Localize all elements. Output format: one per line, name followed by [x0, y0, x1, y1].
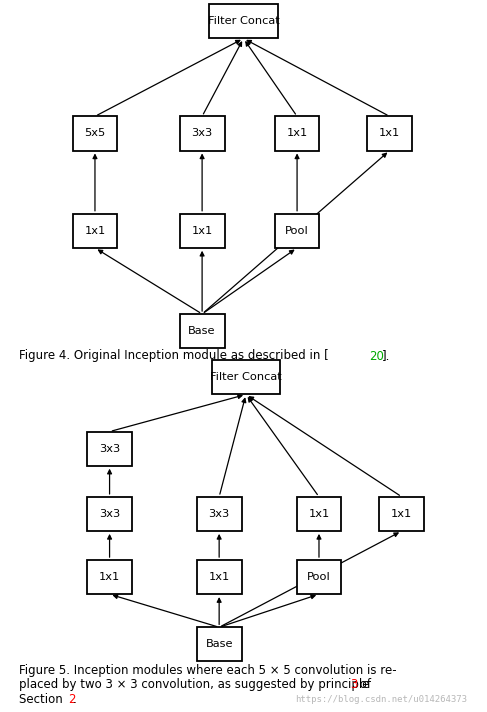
FancyBboxPatch shape	[73, 214, 117, 248]
FancyBboxPatch shape	[275, 214, 319, 248]
Text: 1x1: 1x1	[191, 226, 213, 236]
FancyBboxPatch shape	[87, 560, 132, 595]
FancyBboxPatch shape	[297, 497, 341, 531]
FancyBboxPatch shape	[87, 431, 132, 466]
FancyBboxPatch shape	[297, 560, 341, 595]
FancyBboxPatch shape	[197, 560, 242, 595]
Text: 1x1: 1x1	[391, 509, 412, 519]
Text: Base: Base	[188, 326, 216, 336]
FancyBboxPatch shape	[87, 497, 132, 531]
FancyBboxPatch shape	[379, 497, 424, 531]
Text: of: of	[356, 679, 371, 691]
FancyBboxPatch shape	[197, 627, 242, 661]
Text: ].: ].	[382, 350, 391, 362]
Text: 2: 2	[68, 693, 75, 706]
Text: 1x1: 1x1	[379, 128, 400, 138]
FancyBboxPatch shape	[367, 116, 412, 150]
Text: Section: Section	[19, 693, 67, 706]
FancyBboxPatch shape	[73, 116, 117, 150]
FancyBboxPatch shape	[180, 314, 225, 348]
Text: Pool: Pool	[285, 226, 309, 236]
Text: 3: 3	[350, 679, 357, 691]
Text: Figure 4. Original Inception module as described in [: Figure 4. Original Inception module as d…	[19, 350, 329, 362]
Text: Filter Concat: Filter Concat	[207, 16, 280, 26]
FancyBboxPatch shape	[209, 4, 278, 38]
Text: 20: 20	[369, 350, 384, 362]
Text: Figure 5. Inception modules where each 5 × 5 convolution is re-: Figure 5. Inception modules where each 5…	[19, 664, 397, 677]
Text: 3x3: 3x3	[99, 444, 120, 454]
Text: 5x5: 5x5	[84, 128, 106, 138]
Text: Base: Base	[206, 639, 233, 649]
FancyBboxPatch shape	[197, 497, 242, 531]
Text: 3x3: 3x3	[191, 128, 213, 138]
Text: .: .	[73, 693, 77, 706]
Text: 1x1: 1x1	[99, 572, 120, 582]
Text: 1x1: 1x1	[84, 226, 106, 236]
FancyBboxPatch shape	[212, 360, 280, 394]
Text: 3x3: 3x3	[99, 509, 120, 519]
Text: 1x1: 1x1	[286, 128, 308, 138]
FancyBboxPatch shape	[180, 116, 225, 150]
Text: 1x1: 1x1	[208, 572, 230, 582]
Text: https://blog.csdn.net/u014264373: https://blog.csdn.net/u014264373	[296, 695, 468, 703]
FancyBboxPatch shape	[275, 116, 319, 150]
Text: Pool: Pool	[307, 572, 331, 582]
Text: Filter Concat: Filter Concat	[210, 372, 282, 382]
FancyBboxPatch shape	[180, 214, 225, 248]
Text: placed by two 3 × 3 convolution, as suggested by principle: placed by two 3 × 3 convolution, as sugg…	[19, 679, 374, 691]
Text: 3x3: 3x3	[208, 509, 230, 519]
Text: 1x1: 1x1	[308, 509, 330, 519]
